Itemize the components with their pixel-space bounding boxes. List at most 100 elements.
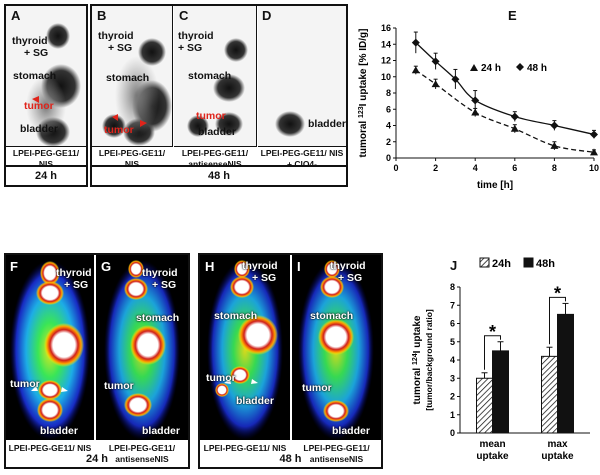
panel-a-caption: LPEI-PEG-GE11/ NIS <box>12 148 80 169</box>
j-legend-marker-48h <box>523 257 534 268</box>
e-legend-label-48h: 48 h <box>527 63 547 74</box>
panel-b-sg-label: + SG <box>108 42 133 54</box>
e-ytick-label: 4 <box>386 121 391 131</box>
j-ylabel: tumoral 124I uptake <box>412 315 424 404</box>
j-xtick-label-line2: uptake <box>541 451 574 462</box>
chart-j: 0 1 2 3 4 5 6 7 8 tumoral 124I uptake [tumor/backg… <box>412 257 590 462</box>
panel-d-letter: D <box>262 8 272 23</box>
panel-b-thyroid-label: thyroid <box>98 30 134 42</box>
panel-g-stomach-spot <box>130 325 166 365</box>
j-xtick-label-line1: max <box>547 439 567 450</box>
panel-g-stomach-label: stomach <box>136 312 180 324</box>
panel-c-bladder-spot <box>215 112 243 136</box>
panel-i-thyroid-spot <box>324 260 340 278</box>
e-legend-marker-48h <box>516 63 524 71</box>
panel-c-bladder-label: bladder <box>198 126 236 138</box>
e-point-48h <box>471 96 480 105</box>
panel-i-stomach-spot <box>318 319 354 355</box>
panel-d-svg <box>275 111 305 137</box>
e-xtick-label: 10 <box>589 163 599 173</box>
e-ytick-label: 8 <box>386 88 391 98</box>
panel-g-sg-spot <box>124 278 148 300</box>
j-ytick-label: 3 <box>450 373 455 383</box>
e-legend-marker-24h <box>470 64 478 71</box>
panel-c-stomach-label: stomach <box>188 70 232 82</box>
panel-i-stomach-label: stomach <box>310 310 354 322</box>
panel-f-tumor-arrow-right <box>61 387 68 392</box>
e-xtick-label: 0 <box>393 163 398 173</box>
panel-c-tumor-label: tumor <box>196 110 226 122</box>
e-point-24h <box>431 80 440 88</box>
e-ylabel: tumoral 123I uptake [% ID/g] <box>358 29 370 158</box>
panel-c-caption: LPEI-PEG-GE11/ antisenseNIS <box>181 148 249 169</box>
panel-f-svg <box>10 260 90 440</box>
panel-d-caption: LPEI-PEG-GE11/ NIS + ClO4- <box>260 148 344 169</box>
panel-f-sg-spot <box>36 281 64 305</box>
e-point-48h <box>590 130 598 139</box>
panel-g-caption: LPEI-PEG-GE11/ antisenseNIS <box>108 443 176 464</box>
panel-c-tumor-spot <box>187 115 209 137</box>
panel-h-letter: H <box>205 259 215 274</box>
panel-f-tumor-label: tumor <box>10 378 40 390</box>
panel-group-48h-bottom <box>198 253 383 469</box>
panel-c-thyroid-spot <box>224 38 248 62</box>
panel-c-stomach-spot <box>213 74 245 102</box>
time-24h-bottom: 24 h <box>85 453 108 465</box>
panel-i-tumor-label: tumor <box>302 382 332 394</box>
e-xtick-label: 4 <box>473 163 478 173</box>
panel-a-svg <box>26 23 81 146</box>
panel-c-sg-label: + SG <box>178 42 203 54</box>
j-sig-star: * <box>489 322 496 342</box>
panel-i-thyroid-label: thyroid <box>330 260 366 272</box>
panel-a-sg-label: + SG <box>24 47 49 59</box>
e-ytick-label: 0 <box>386 153 391 163</box>
panel-b-letter: B <box>97 8 107 23</box>
e-ytick-label: 2 <box>386 137 391 147</box>
panel-a-time-24h: 24 h <box>34 170 57 182</box>
panel-d-bladder-label: bladder <box>308 118 346 130</box>
panel-g-thyroid-spot <box>128 260 144 278</box>
e-point-48h <box>510 112 519 121</box>
e-ytick-label: 10 <box>381 72 391 82</box>
panel-f-tumor-arrow-left <box>31 386 38 391</box>
panel-a-thyroid-label: thyroid <box>12 35 48 47</box>
e-point-24h <box>510 124 519 132</box>
e-ytick-label: 16 <box>381 23 391 33</box>
j-ytick-label: 2 <box>450 392 455 402</box>
panel-f-tumor-spot <box>38 380 62 400</box>
panel-h-sg-spot <box>230 276 254 298</box>
time-48h-top: 48 h <box>207 170 230 182</box>
panel-i-svg <box>298 260 374 440</box>
j-xtick-label-line1: mean <box>479 439 505 450</box>
panel-f-thyroid-spot <box>40 261 60 285</box>
panel-i-sg-spot <box>320 276 344 298</box>
panel-f-bladder-spot <box>37 398 63 422</box>
panel-h-thyroid-spot <box>234 260 250 278</box>
panel-b-caption: LPEI-PEG-GE11/ NIS <box>98 148 166 169</box>
panel-e-letter: E <box>508 8 517 23</box>
panel-c-thyroid-label: thyroid <box>178 30 214 42</box>
j-ytick-label: 7 <box>450 300 455 310</box>
e-xtick-label: 2 <box>433 163 438 173</box>
j-bar-48h-1 <box>557 313 574 434</box>
panel-g-thyroid-label: thyroid <box>142 267 178 279</box>
time-frame-48h-top <box>90 4 348 187</box>
panel-b-tumor-label: tumor <box>104 124 134 136</box>
panel-h-image <box>200 255 290 440</box>
j-ytick-label: 5 <box>450 337 455 347</box>
chart-e: 0 2 4 6 8 10 12 14 16 0 2 4 6 8 10 time [h] tumoral 123I… <box>358 23 600 191</box>
panel-h-bladder-spot <box>230 366 250 384</box>
e-point-48h <box>431 57 440 66</box>
e-point-48h <box>411 38 420 47</box>
panel-j-letter: J <box>450 258 458 273</box>
j-legend-label-24h: 24h <box>492 258 511 270</box>
e-point-48h <box>550 121 559 130</box>
panel-h-bladder-label: bladder <box>236 395 274 407</box>
e-point-24h <box>590 148 598 156</box>
panel-h-svg <box>207 260 283 440</box>
panel-i-sg-label: + SG <box>338 272 363 284</box>
panel-g-svg <box>104 260 180 440</box>
panel-i-bladder-spot <box>323 400 349 422</box>
j-legend-marker-24h <box>479 257 490 268</box>
e-point-24h <box>411 66 420 74</box>
